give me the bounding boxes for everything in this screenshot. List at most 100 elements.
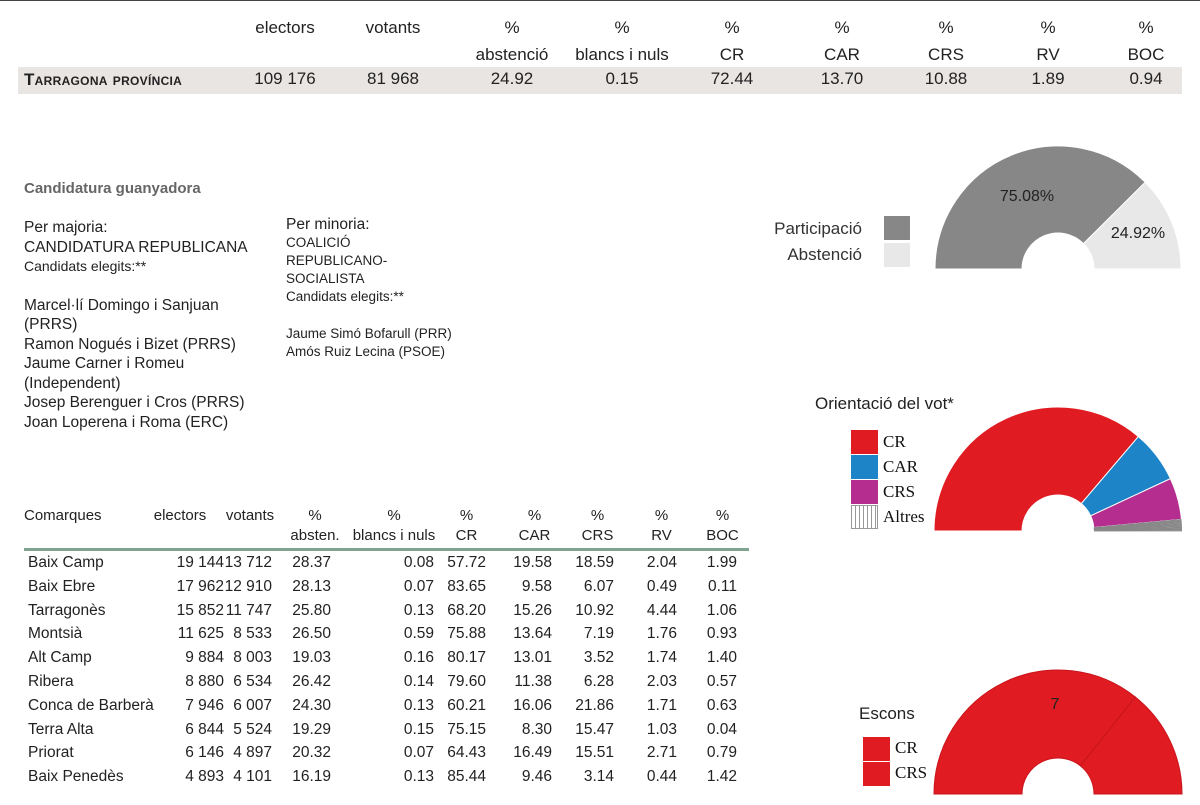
table-cell: 64.43 bbox=[447, 744, 486, 762]
table-cell: 15.51 bbox=[575, 744, 614, 762]
table-cell: 0.13 bbox=[403, 601, 434, 619]
table-cell: 8 533 bbox=[233, 625, 272, 643]
header-col-rv: % RV bbox=[1036, 18, 1060, 64]
table-cell: 4 101 bbox=[233, 768, 272, 786]
table-row: Baix Ebre 17 962 12 910 28.13 0.07 83.65 9.58 6… bbox=[24, 576, 754, 599]
province-summary-row: Tarragona província 109 176 81 968 24.92… bbox=[18, 67, 1182, 94]
seats-chart: 7 bbox=[933, 669, 1183, 795]
county-name: Priorat bbox=[28, 744, 74, 762]
table-cell: 28.37 bbox=[292, 554, 331, 571]
table-cell: 6.28 bbox=[583, 673, 614, 690]
top-rule bbox=[0, 0, 1200, 1]
slice-cr bbox=[933, 406, 1140, 532]
table-cell: 19.29 bbox=[292, 720, 331, 738]
province-boc: 0.94 bbox=[1129, 69, 1163, 88]
table-cell: 9.46 bbox=[521, 768, 552, 786]
table-cell: 0.93 bbox=[706, 625, 737, 643]
table-cell: 1.71 bbox=[646, 696, 677, 714]
table-cell: 0.07 bbox=[403, 744, 434, 762]
winning-candidacy-title: Candidatura guanyadora bbox=[24, 180, 201, 197]
table-cell: 24.30 bbox=[292, 696, 331, 714]
vote-orientation-chart bbox=[933, 406, 1183, 532]
table-cell: 5 524 bbox=[233, 720, 272, 738]
slice-participaci- bbox=[934, 145, 1146, 270]
table-cell: 3.14 bbox=[583, 768, 614, 786]
table-cell: 13.64 bbox=[513, 625, 552, 643]
table-row: Alt Camp 9 884 8 003 19.03 0.16 80.17 13.01 3.5… bbox=[24, 647, 754, 670]
table-cell: 11.38 bbox=[514, 673, 552, 690]
table-header-rule bbox=[24, 548, 749, 551]
province-electors: 109 176 bbox=[254, 69, 316, 88]
table-cell: 16.49 bbox=[513, 744, 552, 762]
col-header-cr: % CR bbox=[455, 507, 478, 544]
col-header-electors: electors bbox=[153, 507, 207, 524]
table-cell: 17 962 bbox=[176, 577, 224, 595]
header-col-electors: electors bbox=[255, 18, 315, 37]
table-cell: 2.04 bbox=[646, 554, 677, 571]
county-name: Conca de Barberà bbox=[28, 696, 154, 714]
table-cell: 6 534 bbox=[233, 673, 272, 690]
slice-crs bbox=[1079, 696, 1183, 795]
table-cell: 75.15 bbox=[447, 720, 486, 738]
table-cell: 1.06 bbox=[706, 601, 737, 619]
slice-cr bbox=[933, 669, 1137, 795]
table-cell: 85.44 bbox=[447, 768, 486, 786]
county-name: Baix Ebre bbox=[28, 577, 96, 595]
table-cell: 0.14 bbox=[403, 673, 434, 690]
table-cell: 19 144 bbox=[176, 554, 224, 571]
table-cell: 19.03 bbox=[292, 649, 331, 667]
table-cell: 6 007 bbox=[233, 696, 272, 714]
legend-swatch-abstencio bbox=[884, 243, 910, 267]
vote-orientation-title: Orientació del vot* bbox=[815, 394, 954, 413]
province-car: 13.70 bbox=[820, 69, 864, 88]
header-col-blancs: % blancs i nuls bbox=[575, 18, 669, 64]
table-cell: 0.79 bbox=[706, 744, 737, 762]
majority-block: Per majoria: CANDIDATURA REPUBLICANA Can… bbox=[24, 218, 274, 432]
table-cell: 2.03 bbox=[646, 673, 677, 690]
data-label: 7 bbox=[1051, 696, 1060, 713]
minority-heading: Per minoria: bbox=[286, 216, 370, 233]
table-cell: 0.16 bbox=[403, 649, 434, 667]
table-cell: 25.80 bbox=[292, 601, 331, 619]
majority-candidate: Joan Loperena i Roma (ERC) bbox=[24, 413, 229, 431]
table-cell: 0.07 bbox=[403, 577, 434, 595]
col-header-rv: % RV bbox=[651, 507, 672, 544]
county-name: Ribera bbox=[28, 673, 74, 690]
table-cell: 19.58 bbox=[513, 554, 552, 571]
header-col-votants: votants bbox=[365, 18, 421, 37]
table-cell: 3.52 bbox=[583, 649, 614, 667]
table-cell: 0.13 bbox=[403, 768, 434, 786]
majority-elected-label: Candidats elegits:** bbox=[24, 258, 147, 274]
table-cell: 0.15 bbox=[403, 720, 434, 738]
minority-elected-label: Candidats elegits:** bbox=[286, 289, 404, 304]
table-row: Montsià 11 625 8 533 26.50 0.59 75.88 13.64 7.1… bbox=[24, 623, 754, 646]
col-header-crs: % CRS bbox=[581, 507, 614, 544]
table-row: Baix Penedès 4 893 4 101 16.19 0.13 85.44 9.46… bbox=[24, 766, 754, 789]
minority-block: Per minoria: COALICIÓ REPUBLICANO-SOCIAL… bbox=[286, 216, 486, 361]
table-cell: 0.44 bbox=[646, 768, 677, 786]
data-label: 24.92% bbox=[1111, 225, 1165, 242]
table-cell: 28.13 bbox=[292, 577, 331, 595]
table-cell: 1.99 bbox=[706, 554, 737, 571]
table-cell: 83.65 bbox=[447, 577, 486, 595]
table-cell: 15 852 bbox=[176, 601, 224, 619]
table-cell: 10.92 bbox=[575, 601, 614, 619]
table-cell: 75.88 bbox=[447, 625, 486, 643]
legend-swatch-participacio bbox=[884, 216, 910, 240]
table-cell: 6.07 bbox=[583, 577, 614, 595]
majority-name: CANDIDATURA REPUBLICANA bbox=[24, 238, 248, 256]
table-cell: 0.08 bbox=[403, 554, 434, 571]
table-cell: 15.47 bbox=[575, 720, 614, 738]
province-crs: 10.88 bbox=[924, 69, 968, 88]
table-row: Baix Camp 19 144 13 712 28.37 0.08 57.72 19.58… bbox=[24, 552, 754, 575]
table-cell: 8 003 bbox=[233, 649, 272, 667]
table-cell: 6 146 bbox=[185, 744, 224, 762]
table-cell: 0.63 bbox=[706, 696, 737, 714]
table-cell: 79.60 bbox=[447, 673, 486, 690]
col-header-blancs: % blancs i nuls bbox=[352, 507, 436, 544]
county-name: Baix Penedès bbox=[28, 768, 124, 786]
col-header-comarques: Comarques bbox=[24, 507, 102, 524]
table-cell: 4 893 bbox=[185, 768, 224, 786]
county-name: Alt Camp bbox=[28, 649, 92, 667]
table-cell: 13.01 bbox=[513, 649, 552, 667]
